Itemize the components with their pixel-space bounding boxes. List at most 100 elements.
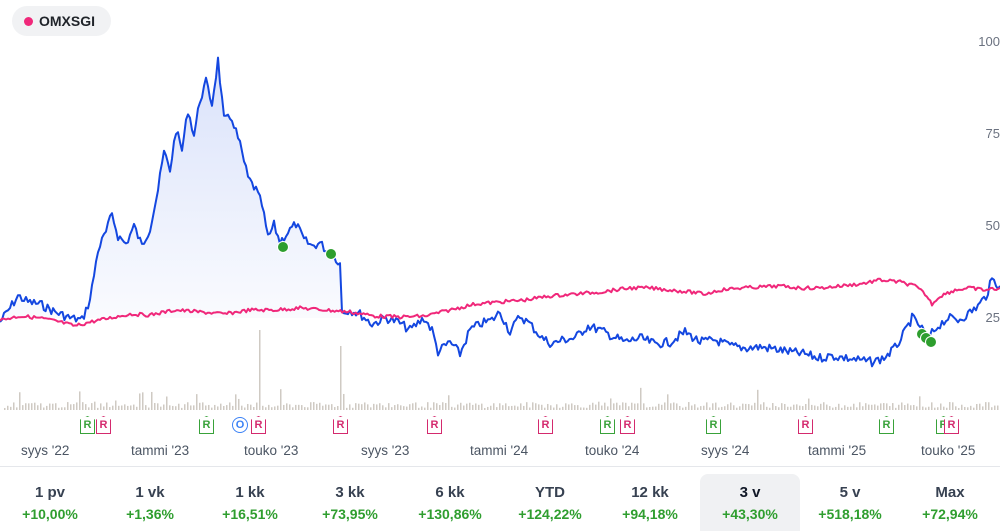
volume-bar	[616, 402, 618, 410]
period-tab-1m[interactable]: 1 kk +16,51%	[200, 474, 300, 531]
volume-bar	[739, 406, 741, 410]
event-dots[interactable]	[277, 241, 937, 348]
volume-bar	[322, 405, 324, 410]
volume-bar	[736, 407, 738, 410]
event-marker-r[interactable]: R	[427, 416, 442, 434]
volume-bar	[376, 404, 378, 410]
volume-bar	[658, 403, 660, 410]
volume-bar	[697, 407, 699, 410]
volume-bar	[175, 406, 177, 410]
volume-bar	[460, 402, 462, 410]
event-marker-r[interactable]: R	[538, 416, 553, 434]
period-tab-6m[interactable]: 6 kk +130,86%	[400, 474, 500, 531]
period-tab-3y[interactable]: 3 v +43,30%	[700, 474, 800, 531]
period-tab-5y[interactable]: 5 v +518,18%	[800, 474, 900, 531]
event-marker-r[interactable]: R	[620, 416, 635, 434]
volume-bar	[847, 406, 849, 410]
volume-bar	[415, 402, 417, 410]
volume-bar	[268, 404, 270, 410]
volume-bar	[265, 407, 267, 410]
event-marker-r[interactable]: R	[80, 416, 95, 434]
volume-bar	[364, 402, 366, 410]
volume-bar	[535, 403, 537, 410]
volume-bar	[925, 407, 927, 410]
event-dot[interactable]	[325, 248, 337, 260]
volume-bar	[634, 403, 636, 410]
volume-bar	[673, 402, 675, 410]
legend-chip[interactable]: OMXSGI	[12, 6, 112, 36]
event-marker-r[interactable]: R	[333, 416, 348, 434]
event-dot[interactable]	[925, 336, 937, 348]
event-marker-r[interactable]: R	[944, 416, 959, 434]
volume-bar	[304, 407, 306, 410]
volume-bar	[10, 406, 12, 410]
period-label: 6 kk	[435, 483, 465, 501]
event-marker-r[interactable]: R	[706, 416, 721, 434]
volume-bar	[277, 405, 279, 410]
period-tab-ytd[interactable]: YTD +124,22%	[500, 474, 600, 531]
event-marker-r[interactable]: R	[96, 416, 111, 434]
volume-bar	[439, 405, 441, 410]
volume-bar	[412, 403, 414, 410]
volume-bar	[781, 403, 783, 410]
volume-bar	[496, 407, 498, 410]
volume-bar	[223, 406, 225, 410]
volume-bar	[889, 406, 891, 410]
volume-bar	[121, 405, 123, 410]
period-tab-max[interactable]: Max +72,94%	[900, 474, 1000, 531]
y-tick-label: 25	[985, 310, 1000, 325]
volume-bar	[43, 407, 45, 410]
volume-bar	[655, 406, 657, 410]
period-tab-1w[interactable]: 1 vk +1,36%	[100, 474, 200, 531]
volume-bar	[403, 406, 405, 410]
volume-bar	[94, 401, 96, 410]
y-tick-label: 100	[978, 34, 1000, 49]
volume-bar	[841, 407, 843, 410]
period-tab-12m[interactable]: 12 kk +94,18%	[600, 474, 700, 531]
volume-bar	[373, 403, 375, 410]
price-area-fill	[0, 57, 341, 322]
price-chart[interactable]	[0, 0, 1000, 412]
period-tab-3m[interactable]: 3 kk +73,95%	[300, 474, 400, 531]
volume-bar	[607, 406, 609, 410]
volume-bar	[184, 404, 186, 410]
x-tick-label: touko '25	[921, 443, 976, 458]
volume-bar	[325, 404, 327, 410]
event-marker-r[interactable]: R	[798, 416, 813, 434]
volume-bar	[28, 403, 30, 410]
event-marker-r[interactable]: R	[199, 416, 214, 434]
volume-bar	[430, 407, 432, 410]
volume-bar	[913, 404, 915, 410]
volume-bar	[844, 405, 846, 410]
volume-bar	[487, 406, 489, 410]
volume-bar	[34, 402, 36, 410]
period-change: +10,00%	[22, 505, 78, 522]
volume-bar	[904, 405, 906, 410]
volume-bar	[256, 402, 258, 410]
volume-bar	[352, 407, 354, 410]
volume-bar	[538, 404, 540, 410]
volume-bar	[727, 404, 729, 410]
volume-bar	[706, 402, 708, 410]
event-dot[interactable]	[277, 241, 289, 253]
volume-bar	[604, 402, 606, 410]
volume-bar	[562, 406, 564, 410]
volume-bar	[898, 404, 900, 410]
volume-bar	[406, 406, 408, 410]
volume-bar	[583, 407, 585, 410]
volume-bar	[409, 404, 411, 410]
volume-bar	[472, 404, 474, 410]
volume-bar	[22, 405, 24, 410]
event-marker-r[interactable]: R	[600, 416, 615, 434]
volume-bar	[937, 407, 939, 410]
volume-bar	[400, 405, 402, 410]
volume-bar	[961, 404, 963, 410]
event-marker-o[interactable]: O	[232, 417, 248, 433]
period-tab-1d[interactable]: 1 pv +10,00%	[0, 474, 100, 531]
period-change: +124,22%	[518, 505, 582, 522]
volume-bar	[979, 403, 981, 410]
volume-bar	[610, 398, 612, 410]
volume-bar	[832, 407, 834, 410]
event-marker-r[interactable]: R	[879, 416, 894, 434]
event-marker-r[interactable]: R	[251, 416, 266, 434]
